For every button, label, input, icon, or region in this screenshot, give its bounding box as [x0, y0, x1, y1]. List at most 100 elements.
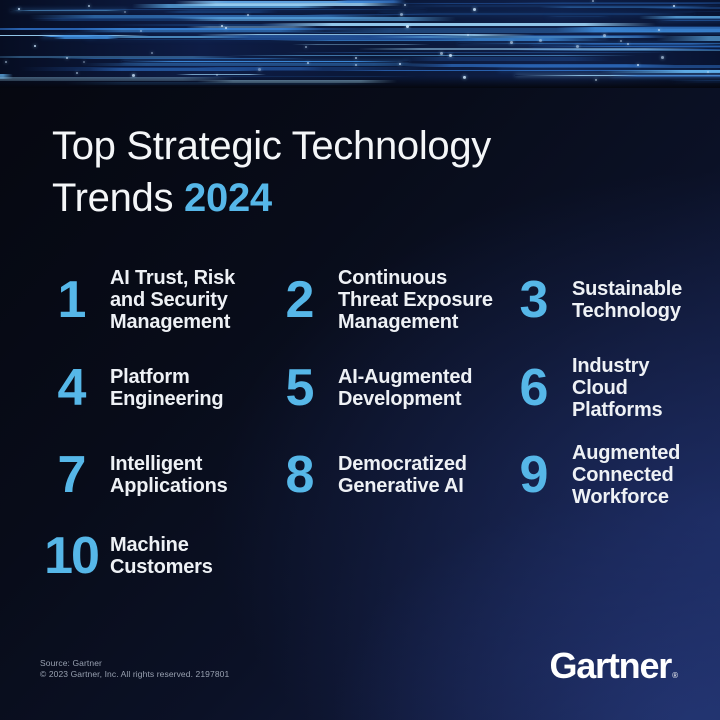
source-note: Source: Gartner © 2023 Gartner, Inc. All…: [40, 658, 229, 680]
banner-dot: [440, 52, 443, 55]
banner-dot: [661, 56, 664, 59]
banner-streak: [639, 16, 720, 19]
trend-item: 10 Machine Customers: [42, 530, 270, 582]
trend-item: 9 Augmented Connected Workforce: [504, 442, 690, 508]
banner-streak: [302, 14, 437, 15]
banner-streak: [82, 63, 438, 66]
trend-rank: 2: [285, 271, 315, 329]
trend-rank: 3: [519, 271, 549, 329]
trend-rank: 6: [519, 359, 549, 417]
source-line: Source: Gartner: [40, 658, 102, 668]
banner-streak: [15, 9, 426, 10]
trend-item: 8 Democratized Generative AI: [270, 449, 504, 501]
banner-streak: [611, 75, 720, 77]
banner-dot: [140, 30, 142, 32]
trend-rank: 5: [285, 359, 315, 417]
banner-streak: [53, 35, 119, 39]
trend-item: 1 AI Trust, Risk and Security Management: [42, 267, 270, 333]
banner-dot: [539, 39, 542, 42]
trend-label: AI-Augmented Development: [338, 366, 473, 410]
banner-streak: [190, 1, 399, 3]
banner-streak: [358, 48, 708, 50]
banner-dot: [355, 64, 357, 66]
banner-streak: [656, 36, 720, 41]
banner-dot: [132, 74, 135, 77]
trend-rank: 8: [285, 446, 315, 504]
banner-dot: [124, 11, 126, 13]
trend-item: 6 Industry Cloud Platforms: [504, 355, 690, 421]
trends-grid: 1 AI Trust, Risk and Security Management…: [42, 256, 690, 594]
banner-dot: [467, 34, 469, 36]
banner-dot: [88, 5, 90, 7]
banner-dot: [225, 27, 227, 29]
banner-streak: [261, 23, 656, 26]
banner-streak: [286, 52, 674, 53]
banner-dot: [307, 62, 309, 64]
banner-dot: [404, 4, 406, 6]
banner-dot: [66, 57, 68, 59]
banner-streak: [382, 5, 720, 7]
banner-streak: [200, 35, 478, 40]
banner-streak: [176, 74, 266, 75]
banner-dot: [216, 74, 218, 76]
banner-streak: [169, 17, 456, 21]
banner-dot: [18, 8, 20, 10]
banner-streak: [369, 36, 667, 38]
banner-streak: [649, 18, 720, 21]
banner-dot: [399, 63, 401, 65]
banner-streak: [515, 75, 720, 76]
banner-streak: [10, 10, 127, 11]
banner-streak: [565, 43, 719, 45]
trend-rank: 4: [57, 359, 87, 417]
banner-dot: [473, 8, 476, 11]
trend-label: Intelligent Applications: [110, 453, 228, 497]
banner-streak: [67, 32, 393, 33]
registered-trademark-icon: ®: [672, 671, 678, 680]
banner-streak: [195, 67, 323, 70]
banner-dot: [151, 52, 153, 54]
trend-item: 3 Sustainable Technology: [504, 274, 690, 326]
banner-streak: [32, 18, 201, 21]
banner-streak: [132, 4, 335, 8]
banner-dot: [592, 0, 594, 2]
banner-streak: [600, 70, 720, 73]
banner-streak: [503, 2, 720, 3]
banner-streak: [330, 70, 635, 71]
banner-dot: [658, 29, 660, 31]
title-line1: Top Strategic Technology: [52, 124, 492, 168]
banner-dot: [76, 72, 78, 74]
banner-dot: [221, 25, 223, 27]
banner-streak: [122, 61, 409, 62]
title-year: 2024: [184, 176, 272, 220]
banner-streak: [641, 7, 720, 9]
banner-streak: [531, 46, 720, 47]
banner-dot: [510, 41, 513, 44]
trend-label: Augmented Connected Workforce: [572, 442, 681, 508]
banner-dot: [449, 54, 452, 57]
banner-dot: [463, 76, 466, 79]
banner-dot: [620, 40, 622, 42]
banner-streak: [163, 11, 264, 13]
banner-dot: [627, 43, 629, 45]
copyright-line: © 2023 Gartner, Inc. All rights reserved…: [40, 669, 230, 679]
banner-dot: [5, 61, 7, 63]
banner-streak: [307, 28, 720, 33]
trend-item: 2 Continuous Threat Exposure Management: [270, 267, 504, 333]
banner-dot: [637, 64, 639, 66]
banner-streak: [379, 13, 694, 15]
banner-streak: [0, 56, 241, 58]
trend-item: 5 AI-Augmented Development: [270, 362, 504, 414]
banner-streak: [48, 58, 306, 59]
banner-streak: [182, 76, 416, 77]
banner-streak: [401, 57, 611, 61]
banner-dot: [305, 46, 307, 48]
banner-dot: [247, 14, 249, 16]
banner-dot: [355, 57, 357, 59]
banner-dot: [34, 45, 36, 47]
gartner-logo: Gartner®: [549, 648, 678, 684]
trend-item: 4 Platform Engineering: [42, 362, 270, 414]
banner-streak: [197, 80, 397, 83]
banner-streak: [175, 1, 402, 6]
banner-streak: [590, 29, 720, 31]
